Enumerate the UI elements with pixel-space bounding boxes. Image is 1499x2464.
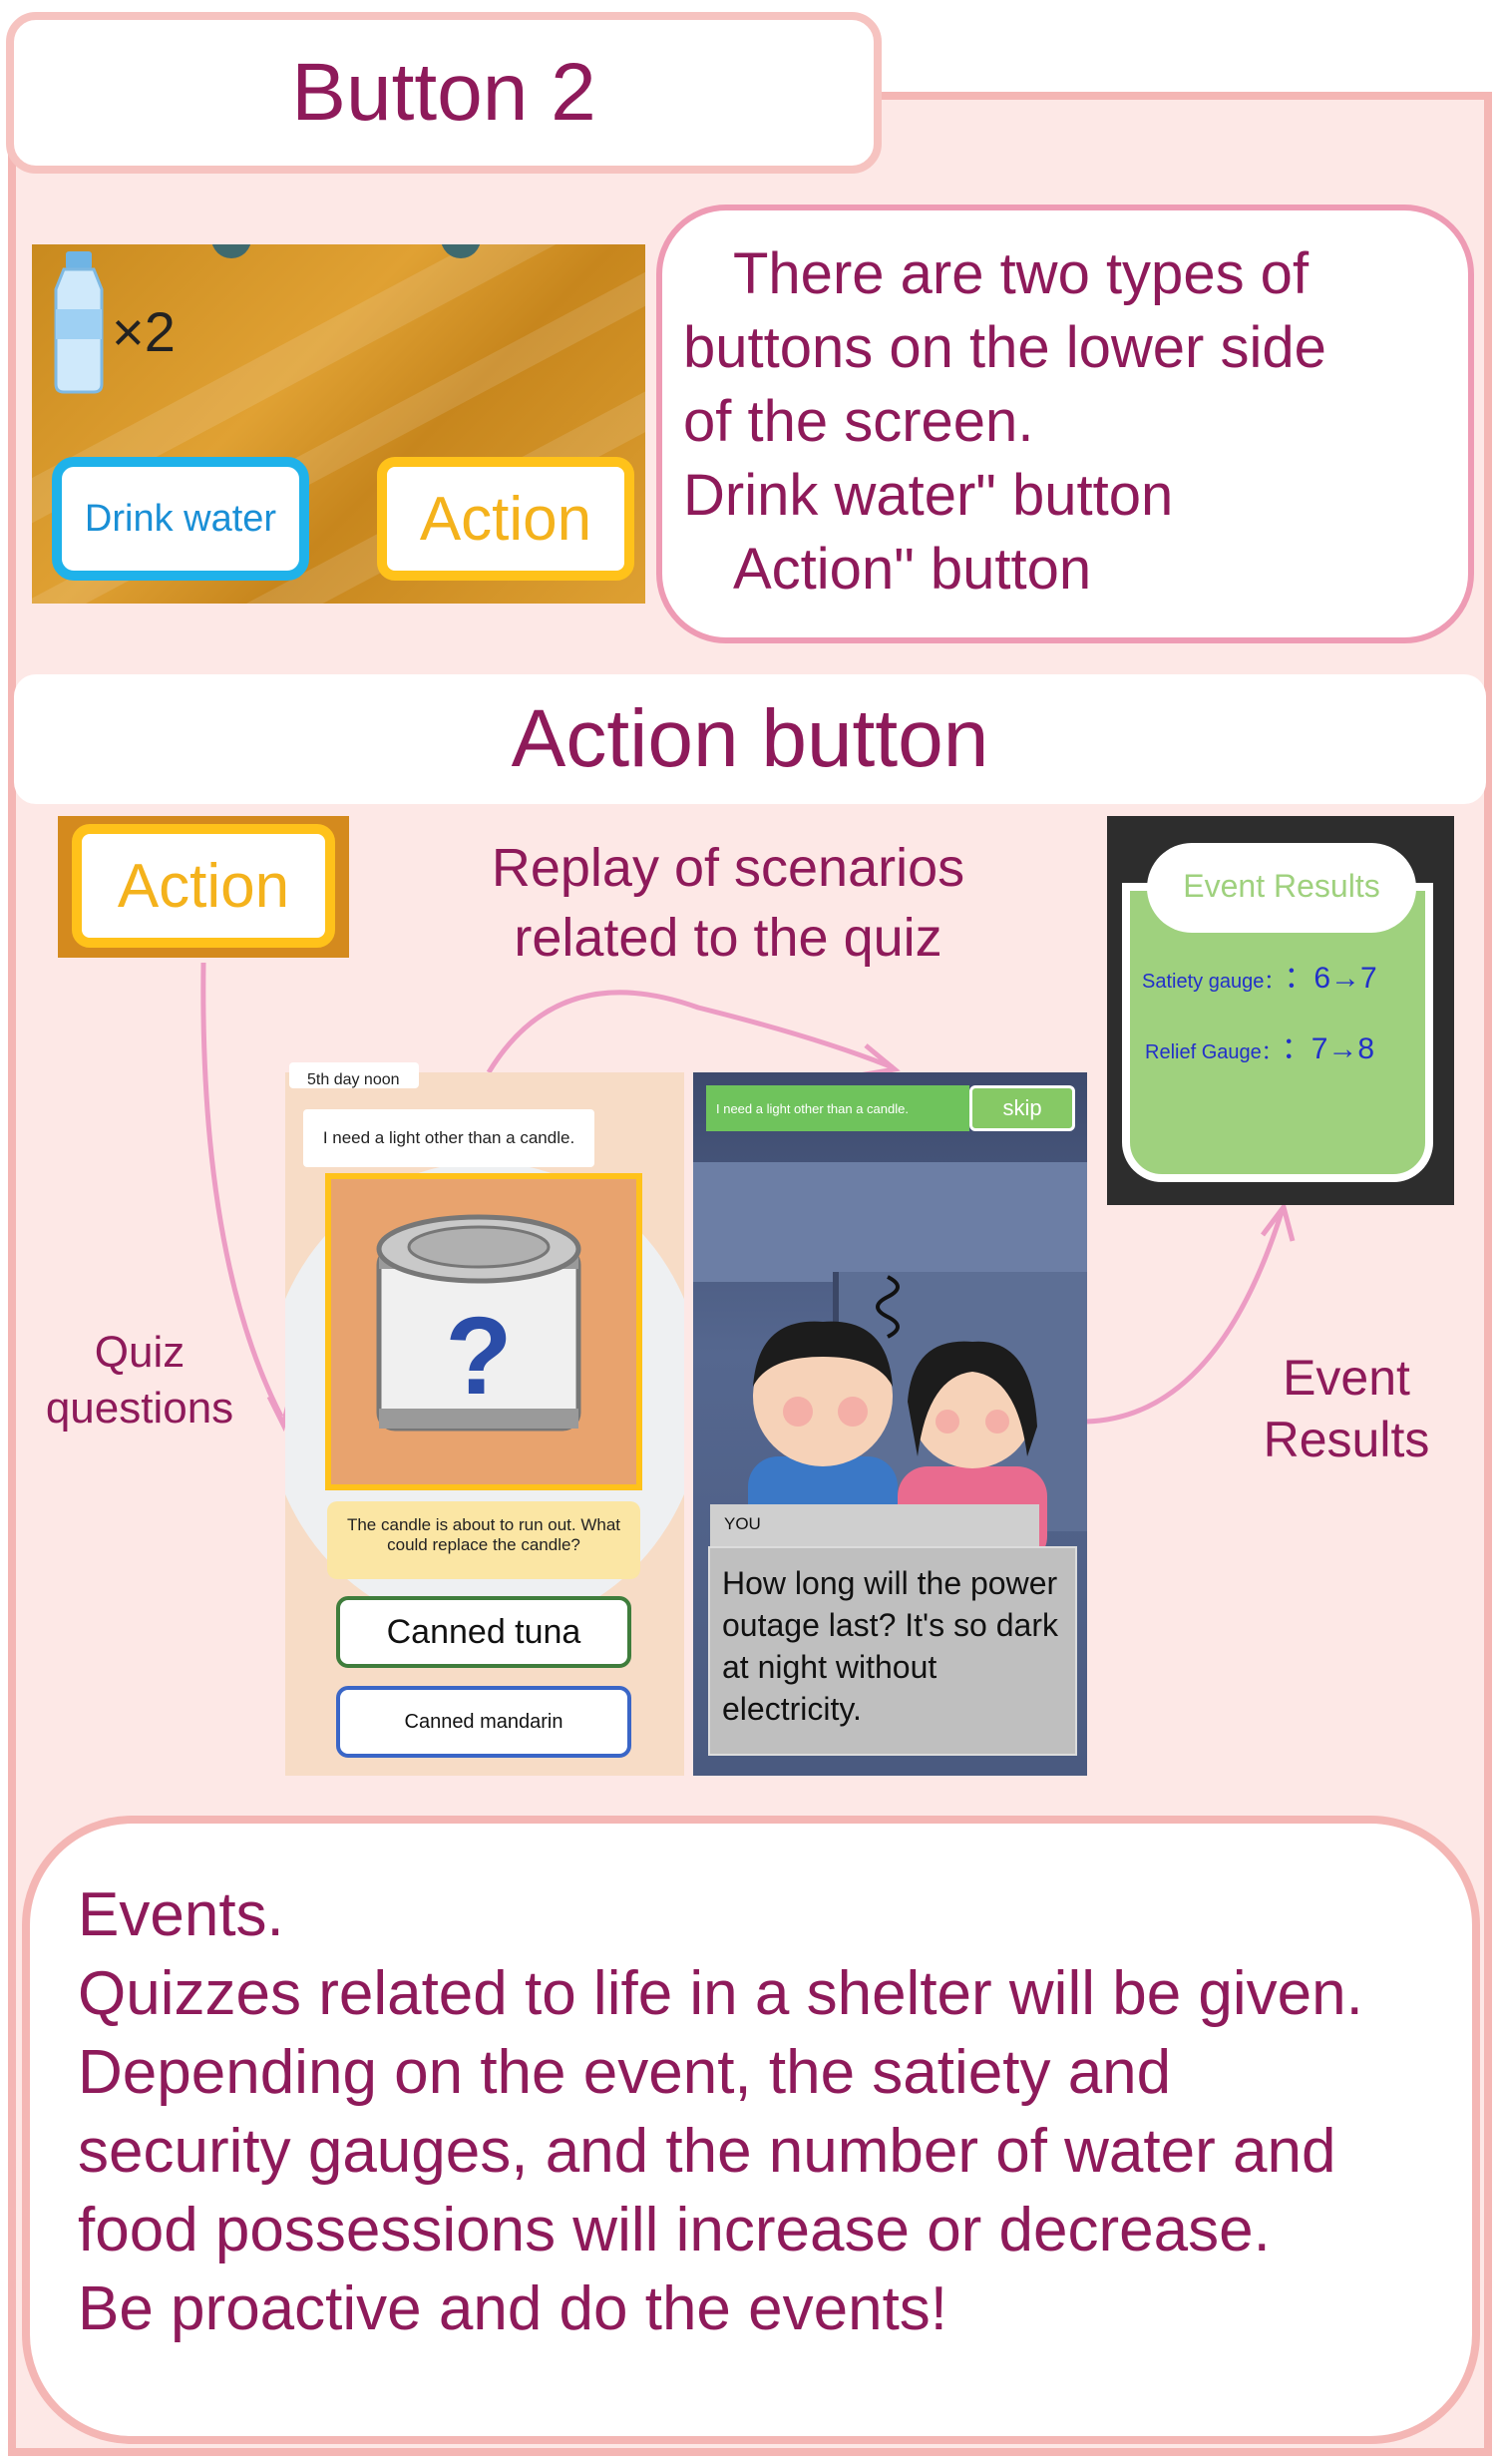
water-bottle-icon bbox=[54, 251, 104, 394]
action-label: Action bbox=[419, 484, 592, 554]
header-title-box: Button 2 bbox=[6, 12, 882, 174]
event-results-cloud bbox=[1147, 843, 1416, 933]
satiety-row: Satiety gauge： ：6→7 bbox=[1142, 953, 1377, 997]
quiz-line: Quiz bbox=[94, 1328, 186, 1377]
events-line: Be proactive and do the events! bbox=[78, 2274, 948, 2343]
events-line: food possessions will increase or decrea… bbox=[78, 2196, 1271, 2264]
event-results-card bbox=[1122, 883, 1433, 1182]
scene-prompt-bar: I need a light other than a candle. bbox=[706, 1085, 969, 1131]
dialog-box: How long will the power outage last? It'… bbox=[708, 1546, 1077, 1756]
events-line: Events. bbox=[78, 1880, 284, 1949]
replay-line: related to the quiz bbox=[514, 908, 942, 968]
water-count: ×2 bbox=[112, 300, 176, 363]
satiety-value: ：6→7 bbox=[1284, 962, 1377, 995]
relief-row: Relief Gauge： ：7→8 bbox=[1145, 1024, 1374, 1067]
scene-prompt: I need a light other than a candle. bbox=[716, 1100, 909, 1116]
action-button-sample[interactable]: Action bbox=[72, 824, 335, 948]
explanation-line: There are two types of bbox=[733, 241, 1310, 306]
action-button[interactable]: Action bbox=[377, 457, 634, 581]
quiz-prompt: I need a light other than a candle. bbox=[322, 1128, 575, 1147]
events-description: Events. Quizzes related to life in a she… bbox=[78, 1875, 1464, 2348]
explanation-line: Action" button bbox=[733, 537, 1092, 602]
plant-decoration bbox=[441, 244, 481, 258]
events-line: Quizzes related to life in a shelter wil… bbox=[78, 1959, 1363, 2028]
answer-option-1[interactable]: Canned tuna bbox=[336, 1596, 631, 1668]
event-line: Results bbox=[1263, 1412, 1430, 1467]
drink-water-label: Drink water bbox=[84, 497, 277, 540]
quiz-hint-text: The candle is about to run out. What cou… bbox=[346, 1515, 621, 1554]
explanation-text: There are two types of buttons on the lo… bbox=[683, 237, 1461, 607]
relief-label: Relief Gauge： bbox=[1145, 1041, 1282, 1063]
replay-line: Replay of scenarios bbox=[491, 838, 965, 898]
event-label: Event Results bbox=[1232, 1347, 1461, 1470]
replay-label: Replay of scenarios related to the quiz bbox=[429, 833, 1027, 973]
event-results-title: Event Results bbox=[1183, 868, 1380, 904]
quiz-label: Quiz questions bbox=[30, 1325, 249, 1437]
section-title: Action button bbox=[511, 693, 989, 784]
day-label: 5th day noon bbox=[307, 1071, 400, 1088]
question-mark: ? bbox=[445, 1295, 512, 1418]
explanation-bubble bbox=[656, 205, 1474, 643]
answer-option-2[interactable]: Canned mandarin bbox=[336, 1686, 631, 1758]
section-title-box: Action button bbox=[14, 674, 1486, 804]
quiz-hint: The candle is about to run out. What cou… bbox=[327, 1501, 640, 1579]
explanation-line: of the screen. bbox=[683, 389, 1034, 454]
skip-button[interactable]: skip bbox=[969, 1085, 1075, 1131]
explanation-line: buttons on the lower side bbox=[683, 315, 1326, 380]
events-line: Depending on the event, the satiety and bbox=[78, 2038, 1172, 2107]
speaker-name: YOU bbox=[724, 1514, 761, 1533]
events-line: security gauges, and the number of water… bbox=[78, 2117, 1336, 2186]
plant-decoration bbox=[211, 244, 251, 258]
answer-option-1-label: Canned tuna bbox=[386, 1612, 581, 1651]
dialog-text: How long will the power outage last? It'… bbox=[722, 1565, 1058, 1727]
satiety-label: Satiety gauge： bbox=[1142, 971, 1285, 993]
relief-value: ：7→8 bbox=[1281, 1032, 1375, 1065]
page-title: Button 2 bbox=[291, 47, 596, 138]
action-sample-label: Action bbox=[117, 851, 290, 921]
event-line: Event bbox=[1283, 1350, 1410, 1406]
scene-wall bbox=[693, 1162, 1087, 1282]
quiz-prompt-box: I need a light other than a candle. bbox=[303, 1109, 594, 1167]
explanation-line: Drink water" button bbox=[683, 463, 1174, 528]
canned-food-icon: ? bbox=[376, 1214, 581, 1432]
day-tab bbox=[289, 1062, 419, 1088]
answer-option-2-label: Canned mandarin bbox=[404, 1710, 563, 1733]
events-description-box bbox=[22, 1816, 1480, 2444]
speaker-box: YOU bbox=[710, 1504, 1039, 1546]
skip-label: skip bbox=[1002, 1095, 1042, 1120]
drink-water-button[interactable]: Drink water bbox=[52, 457, 309, 581]
quiz-line: questions bbox=[45, 1384, 234, 1433]
